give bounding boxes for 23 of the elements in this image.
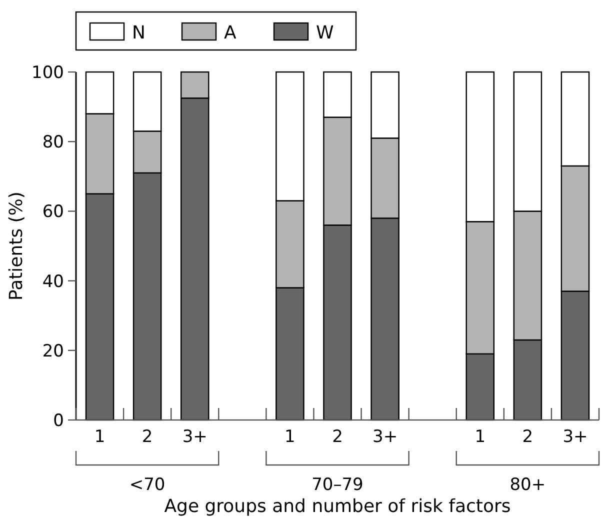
x-tick-label: 3+	[562, 427, 588, 447]
y-tick-label: 20	[42, 341, 64, 362]
y-tick-label: 60	[42, 202, 64, 222]
legend-label: A	[224, 22, 237, 44]
x-tick-label: 1	[94, 427, 106, 447]
y-tick-label: 40	[42, 272, 64, 292]
x-tick-label: 2	[142, 427, 153, 447]
x-tick-label: 2	[332, 427, 343, 447]
legend-label: W	[316, 22, 334, 44]
y-tick-label: 100	[32, 62, 64, 83]
legend-label: N	[132, 22, 146, 44]
x-tick-label: 1	[474, 427, 486, 447]
text: <70	[129, 475, 166, 495]
x-axis-title: Age groups and number of risk factors	[164, 496, 511, 517]
text: 80+	[510, 475, 546, 495]
y-tick-label: 80	[42, 132, 64, 153]
y-axis-title: Patients (%)	[6, 192, 27, 300]
text: 70–79	[312, 475, 364, 495]
x-tick-label: 2	[522, 427, 534, 447]
x-tick-label: 1	[284, 427, 296, 447]
x-tick-label: 3+	[182, 427, 208, 447]
x-tick-label: 3+	[372, 427, 398, 447]
y-tick-label: 0	[53, 410, 64, 431]
